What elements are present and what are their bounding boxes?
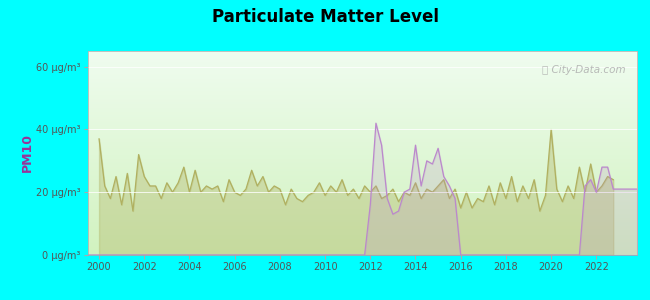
Text: Particulate Matter Level: Particulate Matter Level bbox=[211, 8, 439, 26]
Text: ⓘ City-Data.com: ⓘ City-Data.com bbox=[542, 65, 626, 75]
Y-axis label: PM10: PM10 bbox=[20, 134, 33, 172]
